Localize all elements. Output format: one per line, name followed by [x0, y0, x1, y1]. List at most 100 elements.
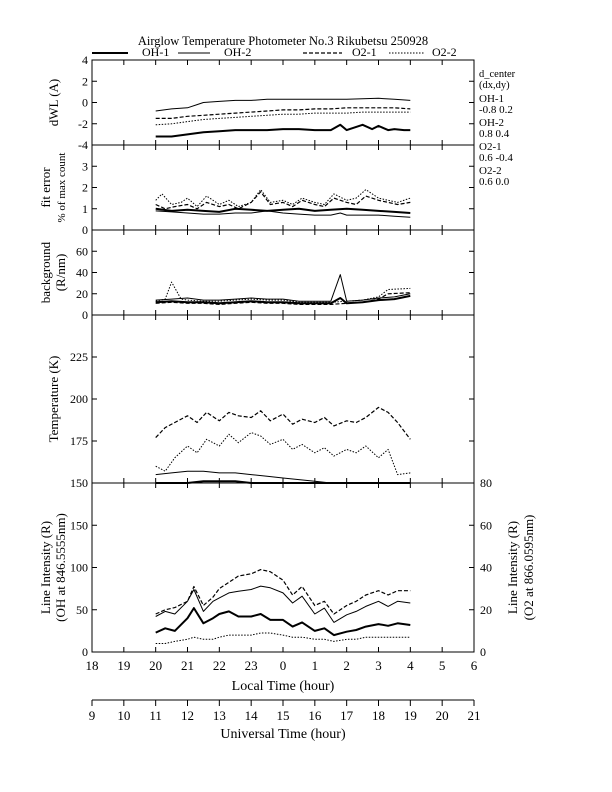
panel-frame — [91, 144, 475, 231]
series-line-oh-1 — [155, 207, 411, 214]
x-tick-label: 6 — [471, 658, 478, 673]
ut-tick-label: 10 — [117, 708, 130, 723]
series-line-oh-2 — [155, 274, 411, 302]
side-notes: d_center(dx,dy)OH-1-0.8 0.2OH-20.8 0.4O2… — [479, 69, 516, 188]
series-line-oh-2 — [155, 97, 411, 112]
y2-tick-label: 40 — [480, 561, 492, 575]
ut-tick-label: 17 — [340, 708, 354, 723]
x-tick-label: 18 — [86, 658, 99, 673]
legend-label-oh-2: OH-2 — [224, 45, 251, 59]
x-tick-label: 5 — [439, 658, 446, 673]
y2-axis-label: Line Intensity (R) — [505, 521, 520, 614]
y-tick-label: 0 — [82, 308, 88, 322]
y2-tick-label: 60 — [480, 518, 492, 532]
y-tick-label: -4 — [78, 138, 88, 152]
y-tick-label: 150 — [70, 476, 88, 490]
series-line-o2-1 — [155, 292, 411, 305]
y-tick-label: 2 — [82, 74, 88, 88]
y-tick-label: 20 — [76, 287, 88, 301]
series-line-o2-1 — [155, 406, 411, 440]
side-note-value: 0.6 0.0 — [479, 176, 510, 188]
x-tick-label: 21 — [181, 658, 194, 673]
side-note-header: d_center — [479, 69, 516, 80]
legend-label-oh-1: OH-1 — [142, 45, 169, 59]
y2-tick-label: 80 — [480, 476, 492, 490]
y-axis-label-2: (R/nm) — [53, 254, 68, 292]
y-tick-label: -2 — [78, 117, 88, 131]
x-tick-label: 20 — [149, 658, 162, 673]
panel-fiterr: 0 1 2 3 fit error% of max count — [38, 144, 475, 237]
x-tick-label: 0 — [280, 658, 287, 673]
chart-title: Airglow Temperature Photometer No.3 Riku… — [138, 34, 428, 48]
series-line-o2-2 — [155, 281, 411, 303]
y-axis-label-2: % of max count — [56, 153, 68, 223]
panel-frame — [91, 314, 475, 484]
series-line-o2-2 — [155, 111, 411, 126]
y2-tick-label: 0 — [480, 645, 486, 659]
panel-dwl: -4 -2 0 2 4 dWL (A) — [46, 53, 475, 152]
y-tick-label: 40 — [76, 266, 88, 280]
ut-axis-label: Universal Time (hour) — [220, 727, 346, 742]
panel-frame — [91, 482, 475, 653]
y-tick-label: 3 — [82, 159, 88, 173]
y-axis-label: background — [38, 241, 53, 303]
series-line-o2-2 — [155, 432, 411, 476]
y-axis-label: Line Intensity (R) — [38, 521, 53, 614]
panel-frame — [91, 59, 475, 146]
panel-temperature: 150 175 200 225 Temperature (K) — [46, 314, 475, 490]
x-tick-label: 22 — [213, 658, 226, 673]
series-line-o2-2 — [155, 189, 411, 208]
x-tick-label: 3 — [375, 658, 382, 673]
ut-tick-label: 18 — [372, 708, 385, 723]
ut-tick-label: 13 — [213, 708, 226, 723]
ut-tick-label: 14 — [245, 708, 259, 723]
ut-tick-label: 21 — [468, 708, 481, 723]
side-note-name: OH-2 — [479, 117, 504, 129]
x-tick-label: 19 — [117, 658, 130, 673]
series-line-oh-2 — [155, 210, 411, 218]
y-tick-label: 200 — [70, 392, 88, 406]
x-axis-label: Local Time (hour) — [232, 679, 335, 694]
side-note-name: O2-1 — [479, 141, 502, 153]
side-note-name: OH-1 — [479, 93, 504, 105]
y2-axis-label-2: (O2 at 866.0595nm) — [521, 515, 536, 621]
series-line-oh-1 — [155, 607, 411, 637]
ut-tick-label: 11 — [149, 708, 162, 723]
x-tick-label: 23 — [245, 658, 258, 673]
y-axis-label: Temperature (K) — [46, 356, 61, 443]
ut-tick-label: 16 — [308, 708, 322, 723]
y-tick-label: 0 — [82, 645, 88, 659]
y-tick-label: 1 — [82, 202, 88, 216]
series-line-o2-1 — [155, 568, 411, 615]
ut-tick-label: 20 — [436, 708, 449, 723]
series-line-oh-1 — [155, 123, 411, 138]
ut-tick-label: 12 — [181, 708, 194, 723]
x-tick-label: 1 — [312, 658, 319, 673]
y-tick-label: 0 — [82, 96, 88, 110]
series-line-oh-1 — [155, 294, 411, 305]
legend-label-o2-2: O2-2 — [432, 45, 457, 59]
y-tick-label: 225 — [70, 350, 88, 364]
x-tick-label: 2 — [343, 658, 350, 673]
y-tick-label: 150 — [70, 518, 88, 532]
y-tick-label: 100 — [70, 561, 88, 575]
y-tick-label: 60 — [76, 244, 88, 258]
y-tick-label: 2 — [82, 181, 88, 195]
ut-tick-label: 15 — [277, 708, 290, 723]
y-tick-label: 50 — [76, 603, 88, 617]
y-axis-label: dWL (A) — [46, 79, 61, 127]
plot-panels: -4 -2 0 2 4 dWL (A) 0 1 2 3 fit error% of max coun… — [38, 53, 536, 659]
series-line-o2-2 — [155, 632, 411, 644]
ut-tick-label: 9 — [89, 708, 96, 723]
side-note-value: 0.6 -0.4 — [479, 152, 513, 164]
side-note-header-2: (dx,dy) — [479, 80, 510, 91]
side-note-value: -0.8 0.2 — [479, 104, 513, 116]
series-line-oh-2 — [155, 585, 411, 623]
y-tick-label: 4 — [82, 53, 88, 67]
y-tick-label: 0 — [82, 223, 88, 237]
y2-tick-label: 20 — [480, 603, 492, 617]
series-line-o2-1 — [155, 107, 411, 120]
